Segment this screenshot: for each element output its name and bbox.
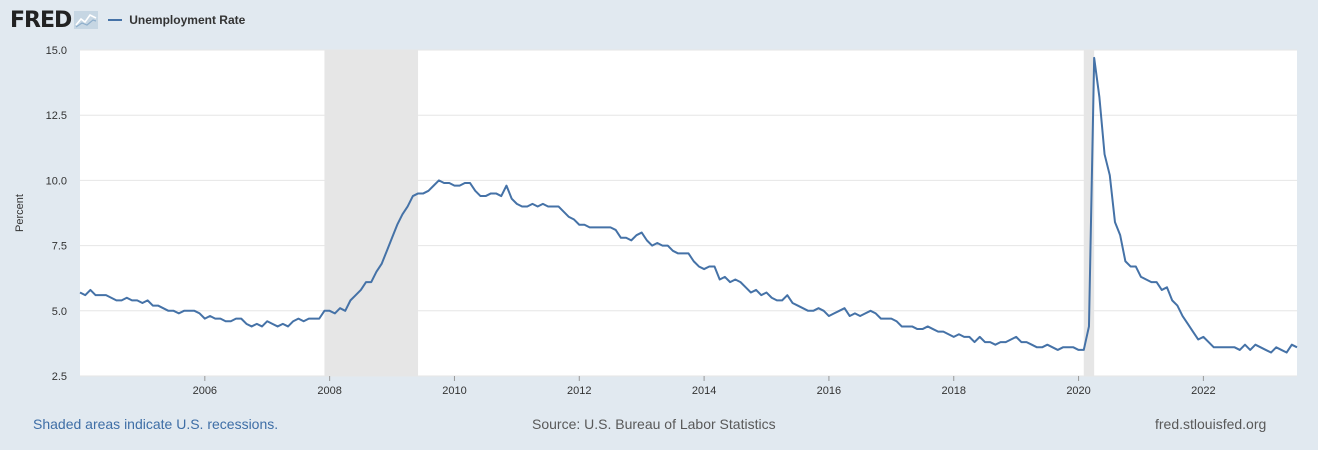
- series-layer[interactable]: [79, 56, 1298, 354]
- gridlines: [80, 49, 1297, 377]
- y-tick-label: 12.5: [46, 110, 67, 122]
- x-axis: 2006 2008 2010 2012 2014 2016 2018 2020 2022: [193, 376, 1216, 397]
- y-tick-label: 10.0: [46, 175, 67, 187]
- x-tick-label: 2018: [942, 385, 966, 397]
- fred-logo[interactable]: FRED: [10, 7, 99, 33]
- site-url[interactable]: fred.stlouisfed.org: [1155, 416, 1267, 432]
- x-tick-label: 2022: [1191, 385, 1215, 397]
- y-tick-label: 7.5: [52, 241, 67, 253]
- y-axis-label: Percent: [14, 194, 26, 232]
- y-tick-label: 5.0: [52, 306, 67, 318]
- y-tick-label: 2.5: [52, 371, 67, 383]
- legend-swatch: [108, 19, 123, 21]
- legend-label: Unemployment Rate: [129, 13, 246, 27]
- x-tick-label: 2008: [317, 385, 341, 397]
- fred-chart-graph-icon: [74, 11, 99, 29]
- x-tick-label: 2010: [442, 385, 466, 397]
- chart-header: FRED Unemployment Rate: [10, 6, 245, 34]
- fred-wordmark: FRED: [10, 7, 72, 33]
- x-tick-label: 2016: [817, 385, 841, 397]
- y-tick-label: 15.0: [46, 45, 67, 57]
- chart-legend[interactable]: Unemployment Rate: [108, 13, 245, 27]
- recession-shading: [324, 50, 1095, 376]
- x-tick-label: 2006: [193, 385, 217, 397]
- chart-area[interactable]: 2.55.07.510.012.515.0 2006 2008 2010 2012 20…: [0, 0, 1318, 410]
- series-line-unemployment-rate[interactable]: [79, 56, 1298, 354]
- x-tick-label: 2012: [567, 385, 591, 397]
- x-tick-label: 2020: [1066, 385, 1090, 397]
- x-tick-label: 2014: [692, 385, 716, 397]
- recession-band: [1083, 50, 1095, 376]
- y-axis: 2.5 5.0 7.5 10.0 12.5 15.0: [46, 45, 67, 383]
- recession-note[interactable]: Shaded areas indicate U.S. recessions.: [33, 416, 279, 432]
- source-note: Source: U.S. Bureau of Labor Statistics: [532, 416, 776, 432]
